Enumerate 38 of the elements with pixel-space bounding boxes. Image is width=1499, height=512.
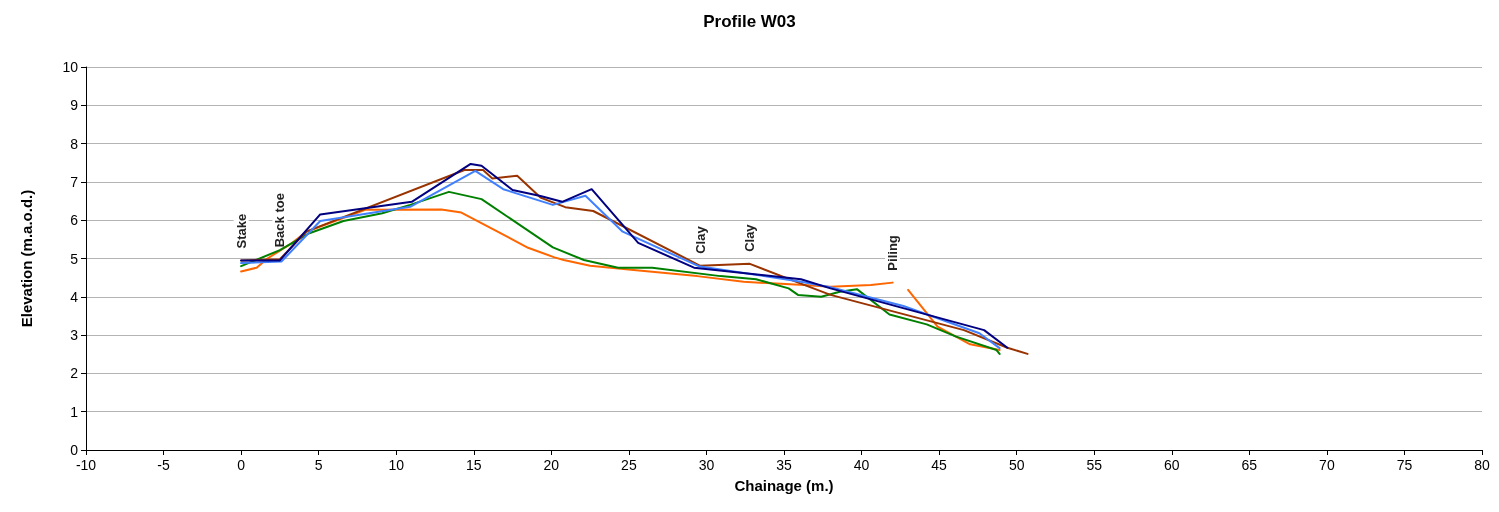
- annotation: Back toe: [272, 193, 288, 248]
- annotation: Piling: [885, 235, 901, 271]
- y-tick-label: 5: [70, 250, 79, 267]
- y-tick-label: 8: [70, 135, 79, 152]
- x-tick-label: 70: [1319, 457, 1335, 473]
- x-tick-label: 40: [853, 457, 870, 473]
- x-tick-label: 30: [698, 457, 715, 473]
- y-tick-label: 0: [70, 442, 79, 458]
- x-tick-label: -10: [75, 457, 97, 473]
- x-tick-label: 75: [1396, 457, 1413, 473]
- y-tick-label: 1: [70, 403, 79, 420]
- y-tick-label: 6: [70, 212, 79, 229]
- y-tick-label: 2: [70, 365, 79, 382]
- x-tick-label: 15: [465, 457, 482, 473]
- x-tick-label: 50: [1008, 457, 1025, 473]
- x-tick-label: 35: [776, 457, 792, 473]
- x-tick-label: 10: [388, 457, 405, 473]
- x-tick-label: 0: [237, 457, 246, 473]
- y-tick-label: 10: [62, 59, 79, 75]
- x-tick-label: 60: [1163, 457, 1180, 473]
- x-tick-label: 5: [314, 457, 323, 473]
- y-tick-label: 9: [70, 97, 79, 114]
- annotation: Stake: [233, 213, 249, 249]
- annotation: Clay: [742, 223, 758, 252]
- x-tick-label: 80: [1474, 457, 1490, 473]
- x-tick-label: 65: [1241, 457, 1258, 473]
- x-tick-label: 45: [931, 457, 948, 473]
- y-tick-label: 7: [70, 173, 79, 190]
- x-tick-label: -5: [157, 457, 170, 473]
- y-axis-title: Elevation (m.a.o.d.): [18, 189, 35, 328]
- x-tick-label: 20: [543, 457, 560, 473]
- chart-title: Profile W03: [703, 12, 796, 31]
- x-tick-label: 55: [1086, 457, 1103, 473]
- y-tick-label: 4: [70, 288, 79, 305]
- y-tick-label: 3: [70, 327, 79, 344]
- annotation: Clay: [692, 225, 708, 254]
- x-tick-label: 25: [621, 457, 637, 473]
- x-axis-title: Chainage (m.): [734, 477, 834, 494]
